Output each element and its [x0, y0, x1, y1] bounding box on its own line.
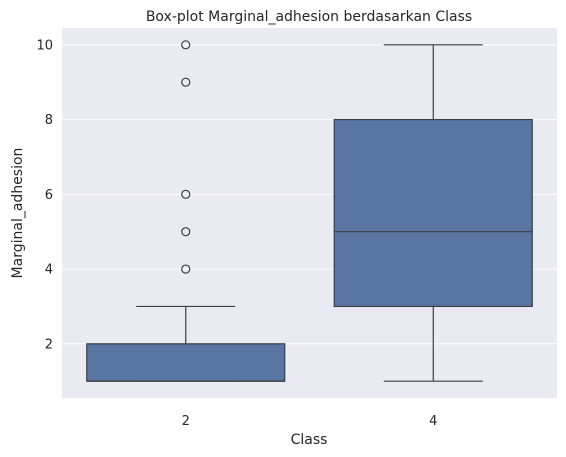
chart-title: Box-plot Marginal_adhesion berdasarkan C…	[146, 9, 472, 25]
y-tick-label: 8	[45, 113, 53, 128]
outlier-point	[181, 77, 191, 87]
y-tick-label: 2	[45, 337, 53, 352]
x-tick-label: 4	[429, 414, 437, 429]
x-axis-label: Class	[291, 432, 328, 448]
outlier-point	[181, 189, 191, 199]
y-tick-label: 10	[36, 38, 53, 53]
iqr-box	[333, 118, 533, 308]
iqr-box	[86, 343, 286, 382]
y-axis-label: Marginal_adhesion	[10, 148, 26, 279]
box-group-class-4	[333, 44, 533, 382]
outlier-point	[181, 264, 191, 274]
y-tick-label: 4	[45, 263, 53, 278]
box-group-class-2	[86, 40, 286, 382]
boxes	[86, 40, 533, 382]
x-tick-label: 2	[182, 414, 190, 429]
outlier-point	[181, 227, 191, 237]
y-tick-label: 6	[45, 188, 53, 203]
outlier-point	[181, 40, 191, 50]
y-tick-labels: 2 4 6 8 10	[36, 38, 53, 352]
